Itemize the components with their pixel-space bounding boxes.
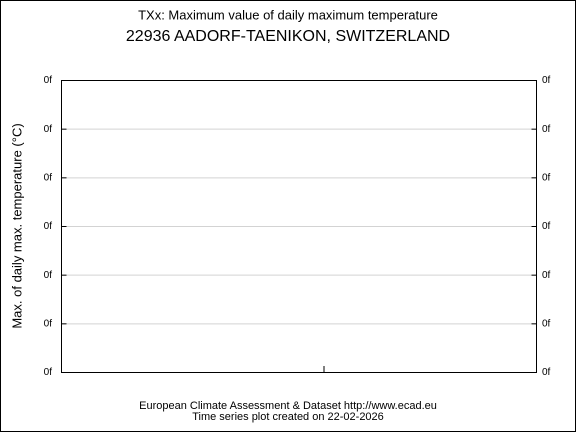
y2-tick-label: 0f bbox=[542, 124, 551, 135]
y-tick-label: 0f bbox=[44, 367, 53, 378]
footer-source: European Climate Assessment & Dataset ht… bbox=[139, 400, 437, 412]
y-tick-label: 0f bbox=[44, 124, 53, 135]
y2-tick-label: 0f bbox=[542, 270, 551, 281]
y2-tick-label: 0f bbox=[542, 172, 551, 183]
y-tick-label: 0f bbox=[44, 221, 53, 232]
y2-tick-label: 0f bbox=[542, 367, 551, 378]
y2-tick-label: 0f bbox=[542, 75, 551, 86]
footer-created: Time series plot created on 22-02-2026 bbox=[192, 411, 384, 423]
chart-subtitle: 22936 AADORF-TAENIKON, SWITZERLAND bbox=[126, 28, 450, 45]
y-tick-label: 0f bbox=[44, 318, 53, 329]
chart-title: TXx: Maximum value of daily maximum temp… bbox=[138, 7, 438, 22]
y2-tick-label: 0f bbox=[542, 318, 551, 329]
y-tick-label: 0f bbox=[44, 75, 53, 86]
y-tick-label: 0f bbox=[44, 270, 53, 281]
y-tick-label: 0f bbox=[44, 172, 53, 183]
y2-tick-label: 0f bbox=[542, 221, 551, 232]
grid bbox=[61, 128, 537, 325]
y-axis-label: Max. of daily max. temperature (°C) bbox=[9, 123, 24, 328]
